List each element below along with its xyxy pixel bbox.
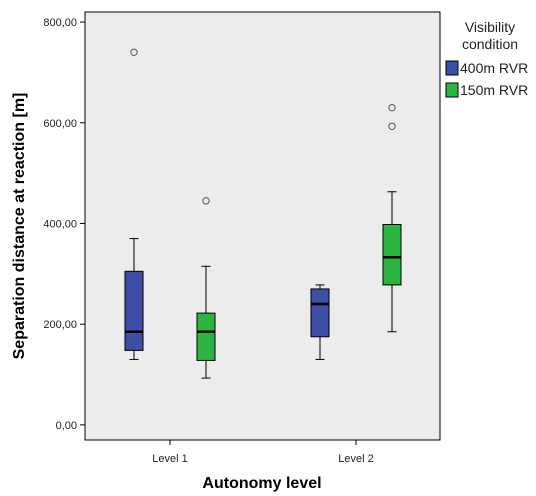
outlier-point [388,122,396,131]
legend-title: Visibility [465,19,515,35]
legend-label: 400m RVR [460,60,528,76]
y-tick-label: 0,00 [56,420,77,432]
y-tick-label: 600,00 [43,118,77,130]
x-axis: Level 1 Level 2 [152,440,374,465]
y-axis-title: Separation distance at reaction [m] [11,93,28,360]
outlier-point [202,197,210,205]
outlier-point [130,48,138,56]
y-tick-label: 400,00 [43,218,77,230]
box-150m-rvr [196,312,216,361]
box-series-group [124,48,402,379]
x-tick-label: Level 1 [152,453,187,465]
x-axis-title: Autonomy level [202,475,321,492]
box-400m-rvr [310,288,330,338]
outlier-point [388,103,396,112]
legend-label: 150m RVR [460,82,528,98]
box-150m-rvr [382,223,402,286]
y-axis: 0,00 200,00 400,00 600,00 800,00 [43,17,85,432]
legend-swatch [445,82,459,98]
legend-swatch [445,60,459,76]
legend-title: condition [462,36,518,52]
plot-area [84,11,441,441]
y-tick-label: 200,00 [43,319,77,331]
y-tick-label: 800,00 [43,17,77,29]
x-tick-label: Level 2 [338,453,373,465]
box-400m-rvr [124,270,144,351]
